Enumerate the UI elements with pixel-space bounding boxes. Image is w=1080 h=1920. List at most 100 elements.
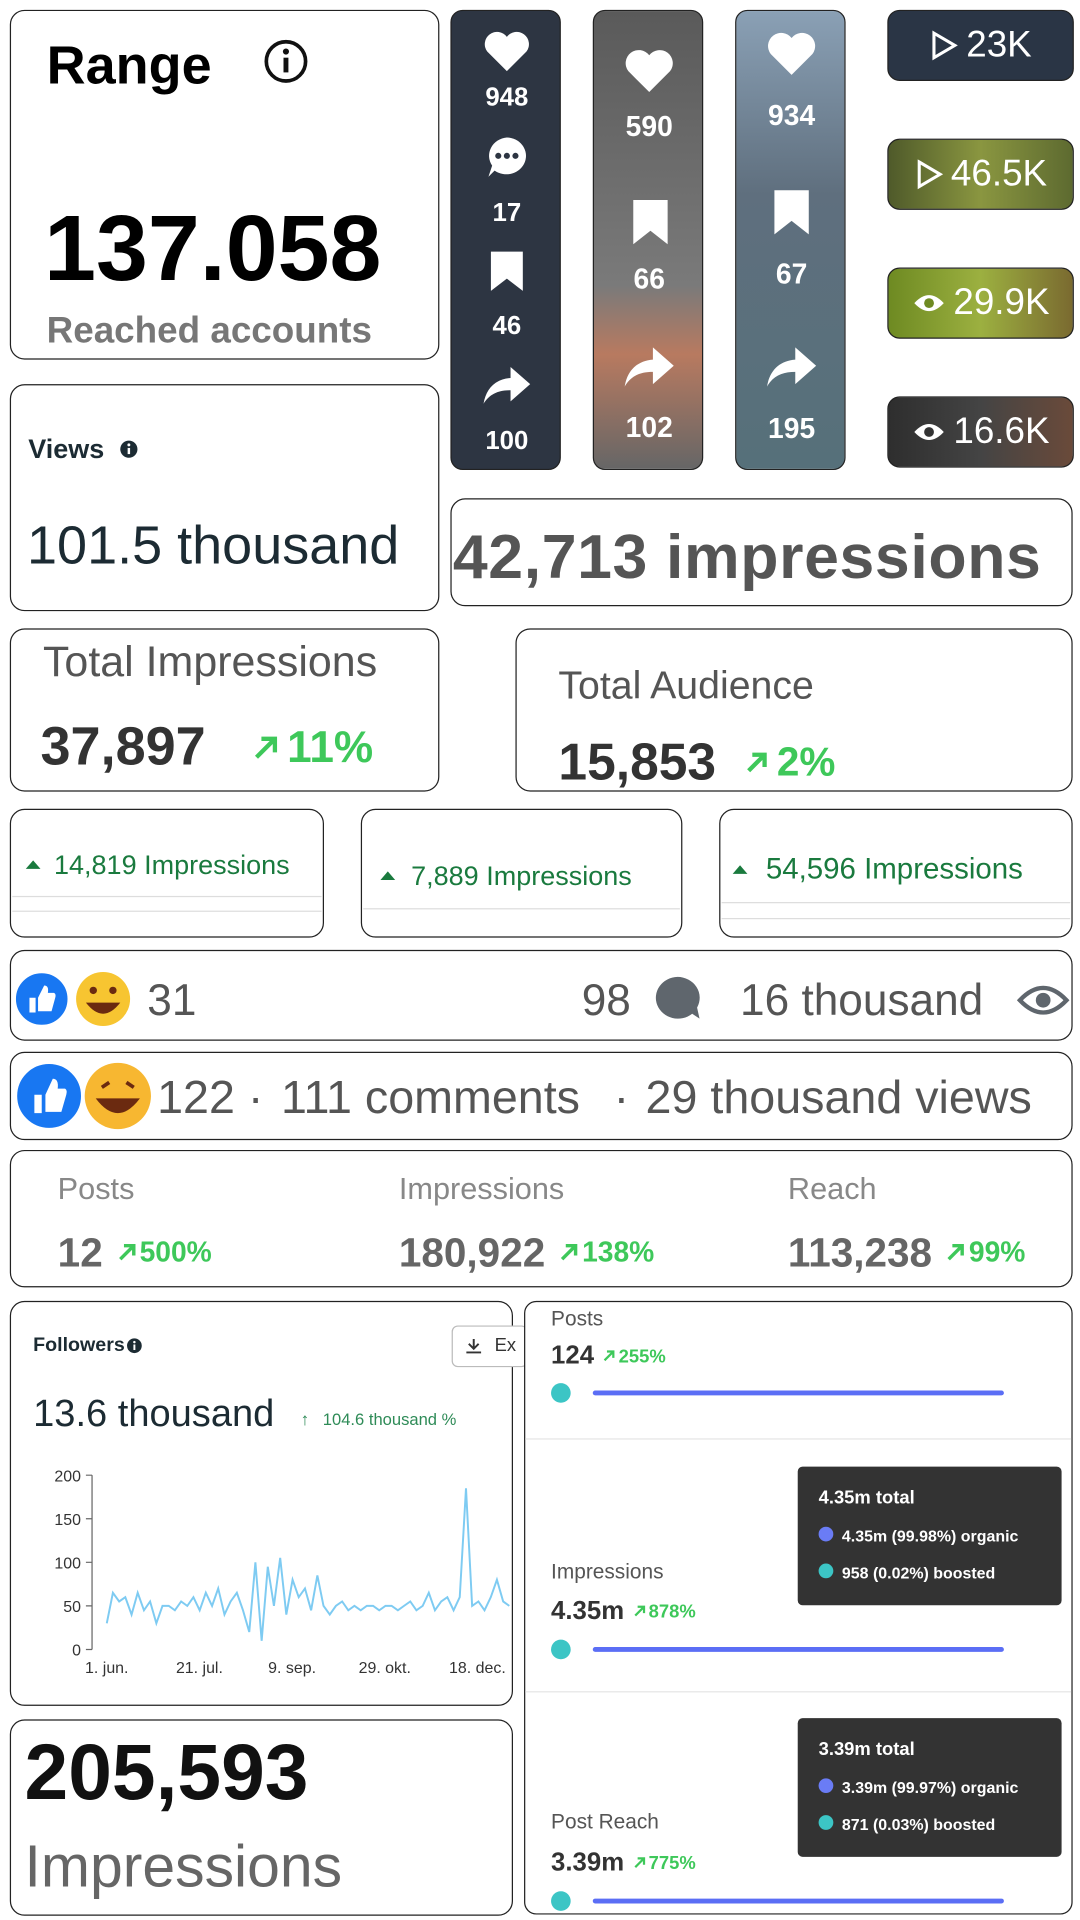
up-arrow [633, 1605, 645, 1617]
range-card [9, 9, 440, 360]
reaction-bar [9, 1051, 1073, 1141]
up-arrow [561, 1243, 578, 1261]
x-tick-label: 1. jun. [85, 1660, 128, 1677]
summary-value: 113,238 [787, 1229, 933, 1276]
up-arrow [254, 736, 278, 759]
up-arrow [118, 1243, 136, 1261]
view-count: 29 thousand views [645, 1072, 1032, 1125]
view-badge: 29.9K [887, 267, 1074, 339]
summary-card [9, 1149, 1073, 1288]
total-audience-card [515, 628, 1073, 792]
summary-label: Posts [57, 1172, 135, 1207]
triangle-up [732, 865, 748, 874]
boost-dot [551, 1639, 571, 1660]
eye-icon [914, 295, 944, 312]
value: 15,853 [558, 732, 717, 791]
up-arrow [948, 1243, 965, 1261]
view-badge: 16.6K [887, 396, 1074, 468]
value: 101.5 thousand [26, 515, 400, 576]
summary-change: 138% [582, 1235, 655, 1268]
value: 205,593 [24, 1727, 309, 1817]
reaction-icons [13, 970, 131, 1028]
info-icon [127, 1338, 142, 1354]
y-tick-label: 200 [54, 1468, 81, 1485]
title: Followers [33, 1335, 125, 1357]
saves: 46 [492, 311, 522, 340]
change: 2% [776, 738, 836, 785]
triangle-up [25, 860, 41, 869]
reaction-icons [14, 1061, 151, 1131]
play-count: 46.5K [950, 153, 1048, 194]
tooltip: 3.39m total 3.39m (99.97%) organic 871 (0.… [797, 1718, 1062, 1857]
button-label: Ex [494, 1335, 517, 1357]
impressions-pill [360, 808, 683, 938]
boosted-dot [818, 1563, 834, 1579]
summary-change: 99% [968, 1235, 1026, 1268]
view-count: 16 thousand [740, 974, 984, 1025]
tooltip-total: 4.35m total [818, 1487, 915, 1509]
row-value: 124 [551, 1341, 595, 1370]
divider [363, 908, 680, 910]
save-icon [490, 251, 523, 291]
tooltip-boosted: 958 (0.02%) boosted [841, 1563, 996, 1582]
play-count: 23K [966, 24, 1032, 66]
reaction-bar [9, 949, 1073, 1041]
saves: 67 [775, 257, 808, 290]
value: 13.6 thousand [33, 1391, 275, 1435]
reaction-count: 31 [147, 974, 197, 1025]
view-count: 29.9K [953, 282, 1050, 323]
export-button[interactable] [451, 1325, 528, 1368]
x-tick-label: 9. sep. [268, 1660, 316, 1677]
x-tick-label: 29. okt. [359, 1660, 411, 1677]
tooltip: 4.35m total 4.35m (99.98%) organic 958 (0.… [797, 1466, 1062, 1606]
likes: 590 [625, 110, 673, 143]
play-badge: 23K [887, 9, 1074, 81]
followers-line [105, 1488, 510, 1641]
share-icon [483, 366, 531, 404]
share-icon [767, 347, 817, 387]
comment-count: 111 comments [281, 1072, 581, 1125]
summary-change: 500% [139, 1235, 212, 1268]
title: Total Impressions [42, 638, 378, 687]
eye-icon [914, 424, 944, 440]
reel-panel: 590 66 102 [592, 9, 704, 471]
up-arrow [633, 1857, 645, 1868]
eye-icon [1016, 985, 1070, 1015]
followers-chart: 0 50 100 150 200 1. jun. 21. jul. 9. sep. 29. ok… [54, 1468, 510, 1677]
title: Total Audience [558, 662, 814, 707]
comments: 17 [492, 198, 522, 228]
save-icon [774, 190, 809, 235]
pill-text: 54,596 Impressions [765, 852, 1023, 887]
pill-text: 14,819 Impressions [53, 849, 290, 880]
y-tick-label: 150 [54, 1512, 81, 1529]
share-icon [624, 347, 674, 387]
total-impressions-card [9, 628, 440, 792]
shares: 102 [625, 411, 673, 444]
up-arrow [747, 752, 767, 773]
play-badge: 46.5K [887, 138, 1074, 210]
views-card [9, 384, 440, 612]
caption: Reached accounts [46, 310, 372, 351]
change: 104.6 thousand % [322, 1410, 457, 1429]
change-arrow: ↑ [300, 1408, 310, 1429]
heart-icon [484, 31, 529, 72]
organic-dot [818, 1526, 834, 1542]
info-icon [120, 440, 138, 458]
arrow-path [633, 1605, 645, 1617]
likes: 948 [485, 83, 529, 112]
tooltip-organic: 4.35m (99.98%) organic [841, 1526, 1019, 1546]
y-tick-label: 100 [54, 1555, 81, 1572]
comment-icon [488, 137, 526, 177]
triangle-up [380, 871, 396, 880]
divider [525, 1438, 1072, 1440]
up-arrow [603, 1350, 615, 1362]
comment-count: 98 [581, 974, 631, 1025]
row-label: Post Reach [551, 1810, 659, 1834]
caption: Impressions [24, 1834, 343, 1900]
value: 137.058 [44, 196, 382, 301]
y-tick-label: 0 [72, 1643, 81, 1660]
arrow-path [633, 1857, 645, 1868]
divider [12, 895, 322, 898]
shares: 100 [485, 427, 529, 456]
